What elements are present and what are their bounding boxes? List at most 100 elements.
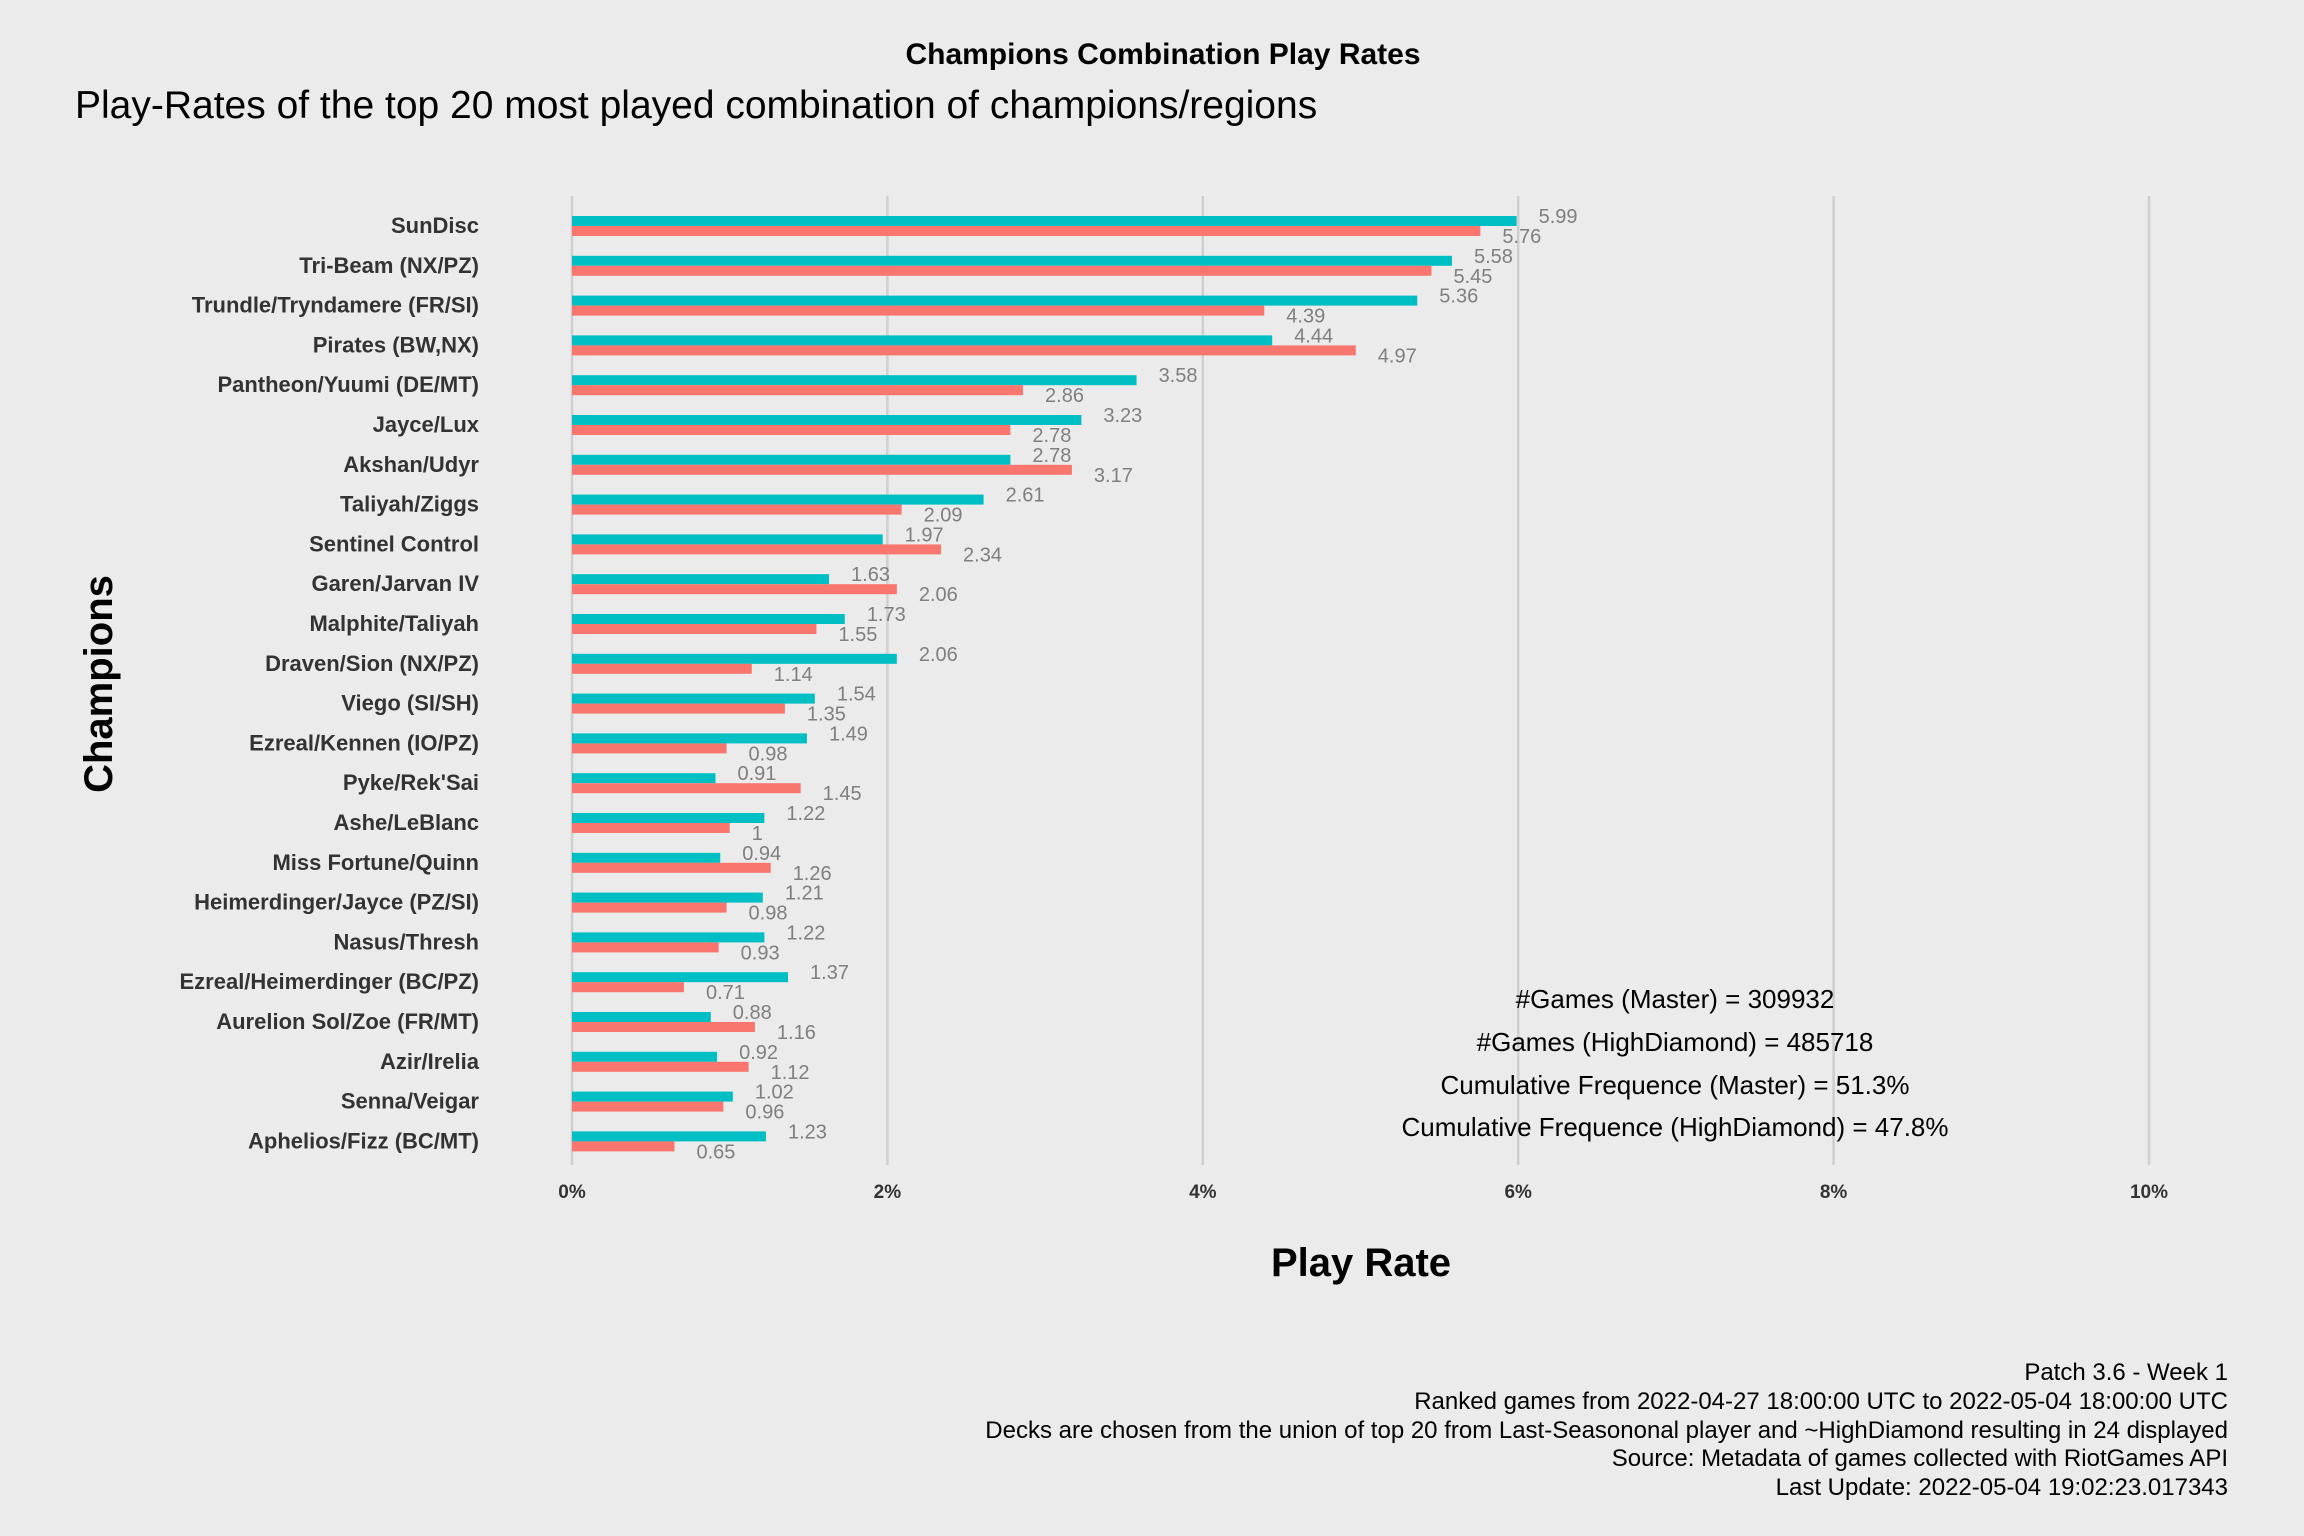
y-category-label: Trundle/Tryndamere (FR/SI) [192, 293, 479, 318]
value-label-highdiamond: 1.16 [777, 1022, 816, 1044]
stats-annotation: #Games (Master) = 309932 #Games (HighDia… [1402, 984, 1949, 1142]
bar-master [572, 1131, 766, 1142]
bar-master [572, 614, 845, 624]
value-label-highdiamond: 1.26 [793, 863, 832, 885]
value-label-highdiamond: 0.65 [697, 1141, 736, 1163]
y-category-label: Jayce/Lux [373, 412, 480, 437]
bar-highdiamond [572, 425, 1011, 435]
value-label-highdiamond: 4.97 [1378, 345, 1417, 367]
x-tick-label: 0% [558, 1182, 586, 1203]
value-label-master: 1.49 [829, 723, 868, 745]
value-label-master: 2.61 [1006, 485, 1045, 507]
bar-master [572, 972, 789, 983]
value-label-highdiamond: 2.06 [919, 584, 958, 606]
value-label-master: 0.94 [742, 843, 781, 865]
bar-master [572, 255, 1452, 266]
y-category-label: Aurelion Sol/Zoe (FR/MT) [216, 1009, 479, 1034]
bar-highdiamond [572, 982, 684, 993]
bar-highdiamond [572, 584, 897, 595]
bar-highdiamond [572, 385, 1024, 396]
value-label-master: 0.88 [733, 1002, 772, 1024]
bar-highdiamond [572, 663, 752, 674]
chart-title: Champions Combination Play Rates [905, 38, 1420, 71]
value-label-master: 1.54 [837, 684, 876, 706]
bar-highdiamond [572, 265, 1432, 276]
value-label-highdiamond: 2.34 [963, 544, 1002, 566]
y-category-label: Tri-Beam (NX/PZ) [299, 253, 479, 278]
caption-line: Last Update: 2022-05-04 19:02:23.017343 [1776, 1474, 2228, 1501]
bar-highdiamond [572, 226, 1481, 236]
bar-highdiamond [572, 902, 727, 913]
value-label-master: 5.36 [1439, 286, 1478, 308]
x-axis-title: Play Rate [1271, 1241, 1451, 1285]
bar-master [572, 454, 1011, 465]
value-label-highdiamond: 5.45 [1453, 266, 1492, 288]
y-category-label: Taliyah/Ziggs [340, 492, 479, 517]
bar-highdiamond [572, 1061, 749, 1072]
bar-master [572, 494, 984, 505]
caption: Patch 3.6 - Week 1 Ranked games from 202… [985, 1359, 2228, 1501]
bar-highdiamond [572, 345, 1356, 356]
value-label-master: 2.06 [919, 644, 958, 666]
value-label-highdiamond: 4.39 [1286, 306, 1325, 328]
stat-cumfreq-master: Cumulative Frequence (Master) = 51.3% [1441, 1070, 1910, 1100]
y-category-label: Ashe/LeBlanc [334, 810, 480, 835]
value-label-highdiamond: 2.86 [1045, 385, 1084, 407]
y-category-label: Ezreal/Kennen (IO/PZ) [249, 730, 479, 755]
bar-highdiamond [572, 783, 801, 794]
bar-highdiamond [572, 862, 771, 873]
grid-lines [570, 196, 2151, 1165]
value-label-highdiamond: 1.14 [774, 664, 813, 686]
bar-highdiamond [572, 305, 1265, 316]
x-tick-label: 8% [1820, 1182, 1848, 1203]
value-label-master: 1.22 [786, 922, 825, 944]
bar-highdiamond [572, 544, 942, 555]
value-label-master: 1.37 [810, 962, 849, 984]
value-label-highdiamond: 0.98 [749, 743, 788, 765]
stat-cumfreq-highdiamond: Cumulative Frequence (HighDiamond) = 47.… [1402, 1112, 1949, 1142]
bar-highdiamond [572, 1022, 755, 1032]
y-category-label: Pantheon/Yuumi (DE/MT) [217, 372, 479, 397]
value-label-master: 1.22 [786, 803, 825, 825]
value-label-highdiamond: 2.78 [1032, 425, 1071, 447]
bar-master [572, 1051, 718, 1062]
bar-master [572, 733, 807, 744]
y-category-label: Heimerdinger/Jayce (PZ/SI) [194, 890, 479, 915]
value-labels: 5.995.765.585.455.36 4.394.44 4.97 3.58 2.86… [697, 206, 1578, 1163]
bar-highdiamond [572, 942, 719, 953]
bar-master [572, 216, 1517, 226]
chart-subtitle: Play-Rates of the top 20 most played com… [75, 84, 1317, 127]
y-category-label: Ezreal/Heimerdinger (BC/PZ) [179, 969, 479, 994]
caption-line: Decks are chosen from the union of top 2… [985, 1417, 2228, 1444]
bar-highdiamond [572, 743, 727, 754]
value-label-master: 1.23 [788, 1121, 827, 1143]
value-label-highdiamond: 0.71 [706, 982, 745, 1004]
bar-master [572, 534, 883, 545]
y-axis-categories: SunDisc Tri-Beam (NX/PZ) Trundle/Tryndamer… [179, 213, 479, 1153]
bars [572, 216, 1517, 1152]
value-label-highdiamond: 1.12 [771, 1062, 810, 1084]
value-label-highdiamond: 3.17 [1094, 465, 1133, 487]
value-label-highdiamond: 5.76 [1502, 226, 1541, 248]
value-label-master: 2.78 [1032, 445, 1071, 467]
y-category-label: SunDisc [391, 213, 479, 238]
bar-master [572, 892, 763, 903]
value-label-master: 0.92 [739, 1042, 778, 1064]
value-label-master: 0.91 [738, 763, 777, 785]
value-label-highdiamond: 0.93 [741, 942, 780, 964]
y-category-label: Pyke/Rek'Sai [343, 770, 479, 795]
bar-master [572, 415, 1082, 425]
value-label-master: 4.44 [1294, 325, 1333, 347]
value-label-master: 3.23 [1103, 405, 1142, 427]
x-tick-label: 6% [1504, 1182, 1532, 1203]
y-category-label: Pirates (BW,NX) [313, 332, 479, 357]
y-axis-title: Champions [77, 575, 121, 793]
bar-master [572, 375, 1137, 386]
y-category-label: Azir/Irelia [380, 1049, 480, 1074]
bar-master [572, 653, 897, 664]
bar-master [572, 932, 765, 943]
bar-highdiamond [572, 1141, 675, 1152]
stat-games-highdiamond: #Games (HighDiamond) = 485718 [1477, 1027, 1874, 1057]
y-category-label: Draven/Sion (NX/PZ) [265, 651, 479, 676]
caption-line: Ranked games from 2022-04-27 18:00:00 UT… [1414, 1388, 2228, 1415]
